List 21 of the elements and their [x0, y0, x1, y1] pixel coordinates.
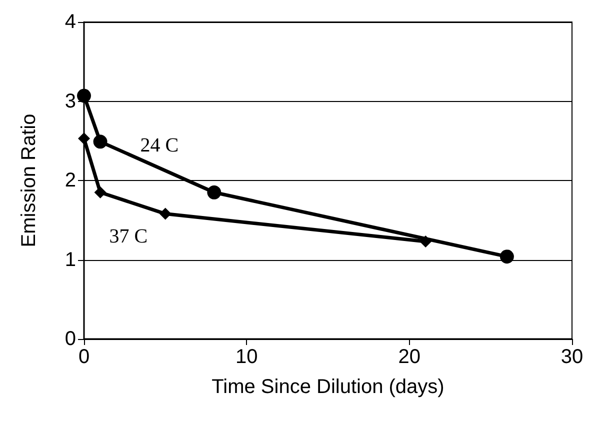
point — [159, 208, 172, 220]
series-label: 37 C — [109, 225, 148, 248]
x-tick-label: 20 — [398, 346, 420, 368]
y-tick-label: 4 — [64, 11, 76, 33]
point — [77, 88, 91, 103]
point — [500, 250, 514, 264]
series-label: 24 C — [140, 134, 179, 157]
point — [94, 186, 106, 198]
x-tick-label: 30 — [560, 346, 584, 368]
point — [420, 236, 432, 248]
y-tick-label: 1 — [64, 248, 76, 271]
y-axis-title: Emission Ratio — [18, 114, 40, 248]
point — [207, 185, 222, 200]
x-tick-label: 0 — [78, 346, 90, 368]
y-tick-label: 2 — [64, 170, 76, 192]
point — [78, 132, 90, 144]
y-tick-label: 3 — [64, 90, 76, 112]
point — [93, 134, 108, 149]
x-tick-label: 10 — [236, 346, 258, 368]
x-axis-title: Time Since Dilution (days) — [212, 376, 444, 398]
y-tick-label: 0 — [64, 328, 76, 350]
